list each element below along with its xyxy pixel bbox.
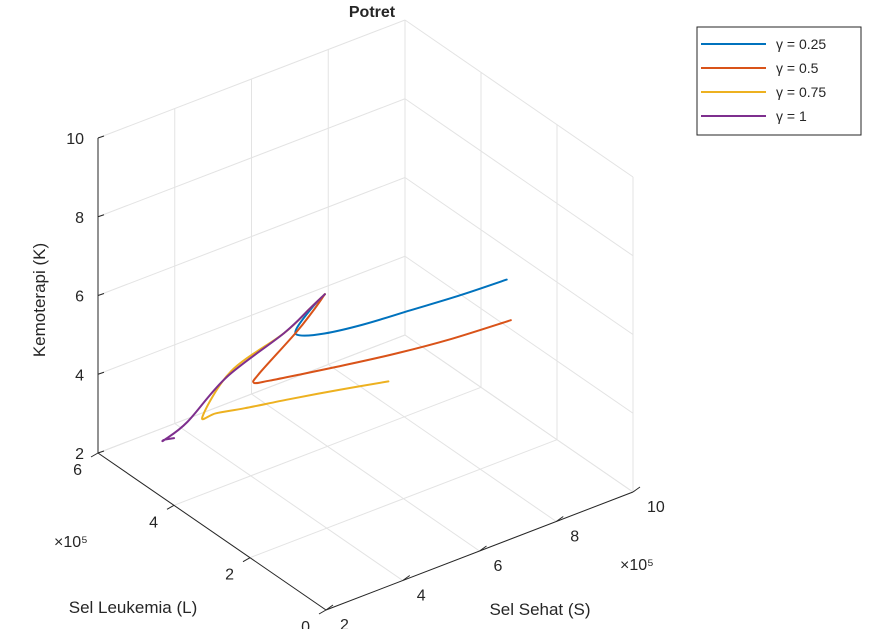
- floor-grid-line: [174, 423, 404, 581]
- chart-title: Potret: [349, 4, 396, 21]
- z-tick-label: 8: [75, 210, 84, 227]
- legend-label: γ = 0.5: [776, 60, 819, 76]
- x-tick-mark: [555, 516, 564, 522]
- z-tick-mark: [97, 214, 105, 218]
- z-tick-label: 4: [75, 367, 84, 384]
- z-tick-mark: [97, 135, 105, 139]
- x-axis-exponent: ×10⁵: [620, 557, 654, 574]
- series-curve: [161, 293, 326, 443]
- right-wall-grid-line: [404, 19, 634, 178]
- x-tick-mark: [479, 545, 487, 552]
- y-axis-label: Sel Leukemia (L): [69, 598, 198, 617]
- z-tick-mark: [97, 371, 105, 375]
- z-tick-label: 2: [75, 446, 84, 463]
- left-wall-grid-line: [97, 19, 406, 139]
- left-wall-grid-line: [97, 177, 406, 296]
- y-tick-label: 6: [73, 462, 82, 479]
- y-axis-line: [97, 452, 327, 611]
- x-tick-label: 10: [647, 499, 665, 516]
- x-tick-mark: [402, 575, 411, 581]
- y-tick-mark: [166, 504, 175, 510]
- x-tick-label: 6: [494, 558, 503, 575]
- right-wall-grid-line: [404, 334, 634, 493]
- right-wall-grid-line: [404, 177, 634, 335]
- legend-label: γ = 0.25: [776, 36, 826, 52]
- y-axis-exponent: ×10⁵: [54, 534, 88, 551]
- y-tick-mark: [242, 557, 251, 563]
- x-tick-label: 4: [417, 588, 426, 605]
- x-tick-mark: [325, 604, 334, 611]
- y-tick-label: 0: [301, 619, 310, 629]
- grid-lines: [97, 19, 634, 611]
- right-wall-grid-line: [404, 98, 634, 257]
- series-curve: [252, 293, 512, 385]
- series-curve: [294, 278, 508, 337]
- data-curves: [161, 278, 512, 443]
- floor-grid-line: [327, 364, 557, 522]
- legend: γ = 0.25 γ = 0.5 γ = 0.75 γ = 1: [696, 26, 862, 136]
- x-axis-label: Sel Sehat (S): [489, 600, 590, 619]
- y-tick-label: 4: [149, 514, 158, 531]
- z-tick-mark: [97, 450, 105, 454]
- y-tick-label: 2: [225, 567, 234, 584]
- x-tick-mark: [632, 486, 641, 493]
- z-tick-mark: [97, 293, 105, 296]
- y-tick-mark: [90, 452, 99, 458]
- z-tick-label: 10: [66, 131, 84, 148]
- left-wall-grid-line: [97, 255, 406, 375]
- floor-grid-line: [249, 439, 558, 559]
- right-wall-grid-line: [404, 255, 634, 414]
- legend-label: γ = 0.75: [776, 84, 826, 100]
- left-wall-grid-line: [97, 98, 406, 218]
- x-tick-label: 8: [570, 529, 579, 546]
- y-tick-mark: [318, 609, 327, 615]
- x-tick-label: 2: [340, 617, 349, 629]
- legend-label: γ = 1: [776, 108, 807, 124]
- axis-labels: Potret Sel Sehat (S) Sel Leukemia (L) Ke…: [30, 4, 654, 619]
- left-wall-grid-line: [97, 334, 406, 454]
- z-axis-label: Kemoterapi (K): [30, 243, 49, 357]
- series-curve: [201, 293, 390, 421]
- floor-grid-line: [173, 386, 482, 506]
- z-tick-label: 6: [75, 289, 84, 306]
- floor-grid-line: [251, 393, 480, 552]
